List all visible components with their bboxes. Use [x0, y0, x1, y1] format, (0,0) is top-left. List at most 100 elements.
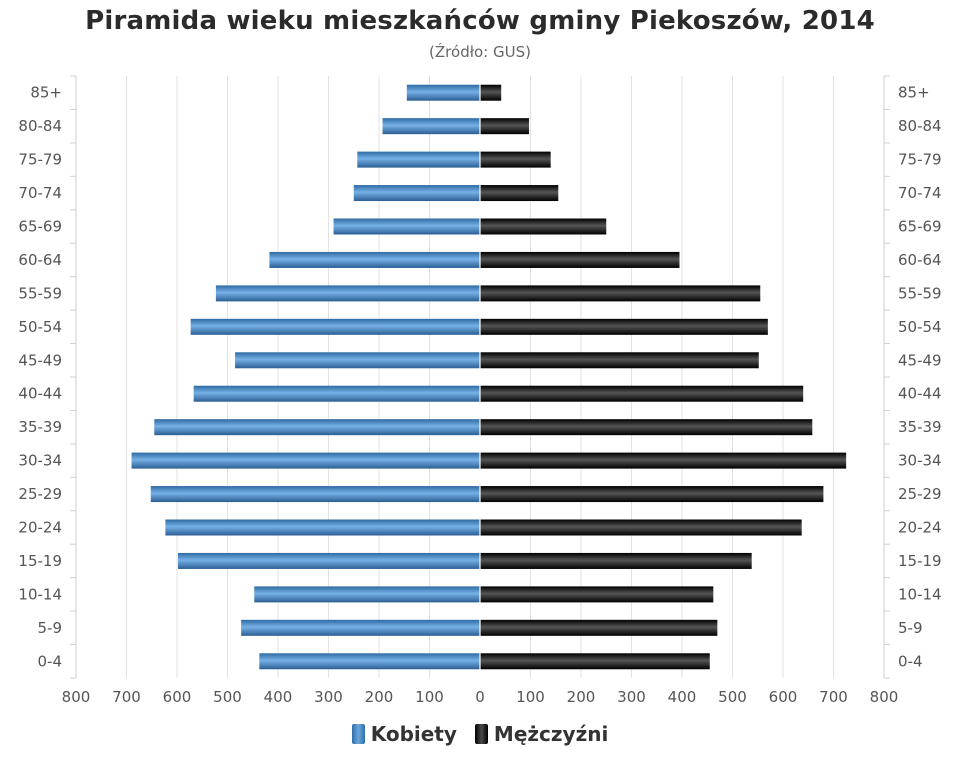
bar-mezczyzni [480, 419, 813, 436]
bar-mezczyzni [480, 486, 824, 503]
x-tick-label: 400 [264, 688, 293, 706]
x-tick-label: 300 [617, 688, 646, 706]
bar-mezczyzni [480, 385, 804, 402]
category-label-right: 40-44 [898, 385, 942, 403]
chart-subtitle: (Źródło: GUS) [429, 43, 531, 61]
x-tick-label: 100 [415, 688, 444, 706]
bar-kobiety [259, 653, 480, 670]
bar-mezczyzni [480, 118, 529, 135]
x-tick-label: 800 [62, 688, 91, 706]
axis-layer: 800 700 600 500 400 300 200 100 0 100 200 300 400 500… [18, 75, 942, 706]
x-tick-label: 200 [365, 688, 394, 706]
category-label-right: 85+ [898, 84, 930, 102]
category-label-left: 65-69 [18, 218, 62, 236]
bar-mezczyzni [480, 552, 752, 569]
x-tick-label: 100 [516, 688, 545, 706]
bar-mezczyzni [480, 318, 768, 335]
category-label-right: 0-4 [898, 652, 923, 670]
x-tick-label: 200 [567, 688, 596, 706]
category-label-right: 5-9 [898, 619, 923, 637]
x-tick-label: 500 [213, 688, 242, 706]
category-label-left: 25-29 [18, 485, 62, 503]
bar-kobiety [254, 586, 480, 603]
bar-kobiety [241, 619, 480, 636]
category-label-left: 5-9 [38, 619, 63, 637]
bar-kobiety [178, 552, 480, 569]
category-label-right: 35-39 [898, 418, 942, 436]
legend-swatch-kobiety [351, 724, 365, 744]
category-label-left: 45-49 [18, 351, 62, 369]
bar-mezczyzni [480, 352, 759, 369]
bar-mezczyzni [480, 151, 551, 168]
category-label-right: 25-29 [898, 485, 942, 503]
bar-kobiety [357, 151, 480, 168]
bars-layer [131, 76, 847, 678]
category-label-right: 30-34 [898, 452, 942, 470]
category-label-right: 75-79 [898, 151, 942, 169]
bar-kobiety [131, 452, 481, 469]
x-tick-label: 700 [112, 688, 141, 706]
bar-kobiety [154, 419, 480, 436]
category-label-left: 30-34 [18, 452, 62, 470]
category-label-right: 65-69 [898, 218, 942, 236]
category-label-left: 35-39 [18, 418, 62, 436]
category-label-right: 50-54 [898, 318, 942, 336]
bar-mezczyzni [480, 519, 802, 536]
bar-mezczyzni [480, 285, 761, 302]
bar-kobiety [353, 185, 480, 202]
x-tick-label: 500 [718, 688, 747, 706]
x-tick-label: 0 [475, 688, 485, 706]
legend-swatch-mezczyzni [474, 724, 488, 744]
bar-mezczyzni [480, 251, 680, 268]
category-label-right: 45-49 [898, 351, 942, 369]
x-tick-label: 400 [668, 688, 697, 706]
category-label-right: 15-19 [898, 552, 942, 570]
category-label-left: 55-59 [18, 284, 62, 302]
legend-label-mezczyzni: Mężczyźni [493, 722, 609, 746]
x-tick-label: 300 [314, 688, 343, 706]
bar-mezczyzni [480, 218, 607, 235]
x-tick-label: 800 [870, 688, 899, 706]
bar-mezczyzni [480, 185, 559, 202]
category-label-left: 0-4 [38, 652, 63, 670]
legend-item-mezczyzni[interactable]: Mężczyźni [474, 722, 609, 746]
category-label-left: 10-14 [18, 585, 62, 603]
category-label-left: 80-84 [18, 117, 62, 135]
category-label-left: 20-24 [18, 519, 62, 537]
category-label-left: 75-79 [18, 151, 62, 169]
bar-kobiety [269, 251, 480, 268]
category-label-right: 80-84 [898, 117, 942, 135]
category-label-right: 10-14 [898, 585, 942, 603]
category-label-right: 20-24 [898, 519, 942, 537]
category-label-right: 55-59 [898, 284, 942, 302]
bar-kobiety [193, 385, 481, 402]
bar-kobiety [406, 84, 480, 101]
legend: Kobiety Mężczyźni [0, 722, 960, 746]
bar-kobiety [165, 519, 480, 536]
x-tick-label: 600 [769, 688, 798, 706]
bar-kobiety [235, 352, 480, 369]
bar-kobiety [190, 318, 480, 335]
bar-mezczyzni [480, 84, 502, 101]
legend-item-kobiety[interactable]: Kobiety [351, 722, 457, 746]
category-label-left: 60-64 [18, 251, 62, 269]
bar-mezczyzni [480, 653, 710, 670]
category-label-left: 70-74 [18, 184, 62, 202]
bar-mezczyzni [480, 619, 718, 636]
bar-kobiety [333, 218, 480, 235]
bar-mezczyzni [480, 586, 714, 603]
category-label-left: 50-54 [18, 318, 62, 336]
category-label-left: 85+ [30, 84, 62, 102]
x-tick-label: 600 [163, 688, 192, 706]
legend-label-kobiety: Kobiety [370, 722, 457, 746]
category-label-left: 40-44 [18, 385, 62, 403]
chart-title: Piramida wieku mieszkańców gminy Piekosz… [85, 6, 875, 36]
bar-mezczyzni [480, 452, 847, 469]
category-label-left: 15-19 [18, 552, 62, 570]
category-label-right: 60-64 [898, 251, 942, 269]
bar-kobiety [382, 118, 480, 135]
bar-kobiety [150, 486, 481, 503]
bar-kobiety [215, 285, 480, 302]
x-tick-label: 700 [819, 688, 848, 706]
